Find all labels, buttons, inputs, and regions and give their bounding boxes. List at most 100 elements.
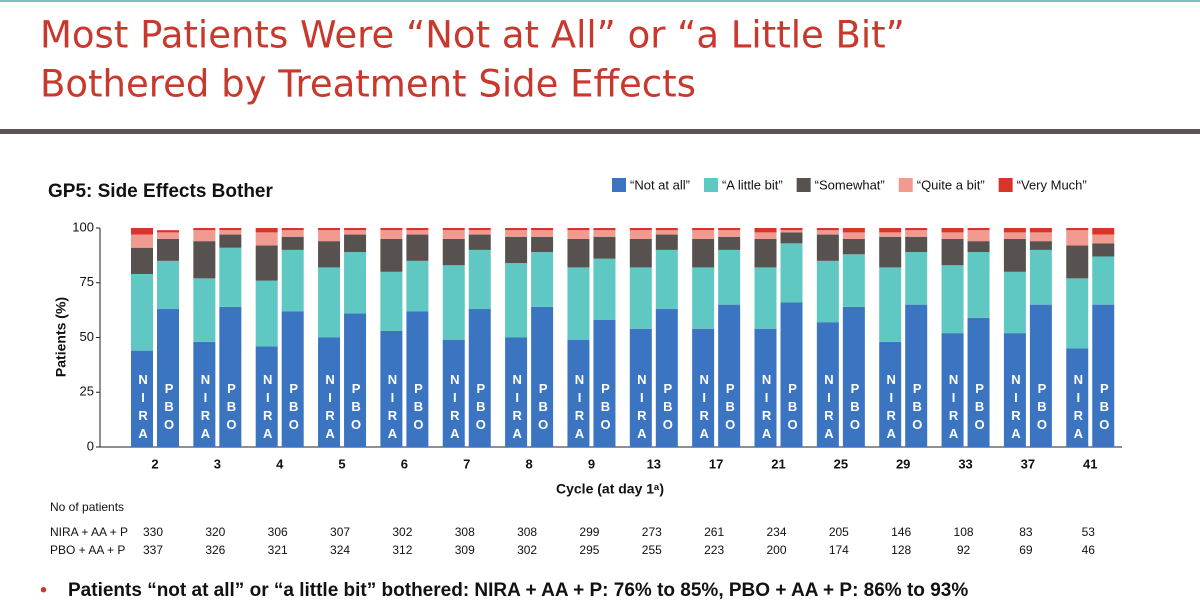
table-cell: 337: [143, 543, 163, 557]
bar-segment: [131, 273, 153, 351]
bar-group-label: PBO: [598, 381, 613, 435]
bar-segment: [1066, 228, 1089, 231]
x-axis-label: Cycle (at day 1ᵃ): [556, 481, 664, 497]
bar-segment: [531, 252, 554, 307]
bar-segment: [281, 249, 304, 312]
x-tick-label: 17: [709, 456, 723, 471]
bar-segment: [255, 245, 278, 281]
bar-segment: [1029, 228, 1052, 233]
bar-segment: [442, 238, 465, 266]
bar-segment: [780, 243, 803, 303]
bar-segment: [344, 313, 367, 447]
bar-segment: [941, 265, 964, 334]
bar-segment: [655, 228, 678, 231]
bar-segment: [281, 228, 304, 231]
table-row-label: PBO + AA + P: [50, 543, 125, 557]
bar-group-label: NIRA: [136, 372, 151, 444]
bar-segment: [505, 236, 528, 264]
bar-segment: [380, 238, 403, 272]
bar-segment: [1066, 348, 1089, 447]
bar-segment: [1066, 278, 1089, 349]
bar-segment: [567, 238, 590, 268]
bar-group-label: PBO: [411, 381, 426, 435]
table-cell: 302: [517, 543, 537, 557]
bar-segment: [505, 263, 528, 338]
bar-segment: [318, 337, 341, 447]
bar-group-label: NIRA: [260, 372, 275, 444]
table-cell: 295: [579, 543, 599, 557]
bar-segment: [842, 232, 865, 239]
bar-segment: [1003, 238, 1026, 272]
bar-segment: [380, 330, 403, 447]
bar-segment: [780, 230, 803, 233]
bar-segment: [1029, 304, 1052, 447]
x-tick-label: 29: [896, 456, 910, 471]
bar-segment: [1066, 230, 1089, 246]
bar-segment: [131, 350, 153, 447]
bar-segment: [193, 230, 216, 242]
bar-segment: [255, 346, 278, 447]
bar-group-label: NIRA: [946, 372, 961, 444]
bar-segment: [406, 228, 429, 231]
bar-segment: [406, 311, 429, 447]
bar-segment: [718, 236, 741, 250]
x-tick-label: 41: [1083, 456, 1097, 471]
table-cell: 326: [205, 543, 225, 557]
bar-segment: [754, 228, 777, 233]
bar-segment: [692, 230, 715, 239]
bar-group-label: PBO: [785, 381, 800, 435]
bar-segment: [905, 252, 928, 305]
bar-segment: [967, 241, 990, 253]
bar-segment: [468, 249, 491, 310]
bar-segment: [754, 238, 777, 268]
bar-segment: [157, 232, 179, 239]
bar-segment: [1003, 228, 1026, 233]
bar-group-label: NIRA: [447, 372, 462, 444]
bar-segment: [442, 265, 465, 340]
bar-group-label: NIRA: [1008, 372, 1023, 444]
table-cell: 321: [268, 543, 288, 557]
table-cell: 53: [1082, 525, 1096, 539]
bar-segment: [1092, 243, 1115, 257]
bar-segment: [380, 271, 403, 331]
bar-segment: [718, 230, 741, 237]
bar-segment: [905, 304, 928, 447]
bar-segment: [842, 306, 865, 447]
table-cell: 309: [455, 543, 475, 557]
bar-segment: [1029, 249, 1052, 305]
bar-segment: [816, 322, 839, 447]
bar-segment: [567, 339, 590, 447]
bar-group-label: PBO: [286, 381, 301, 435]
table-cell: 302: [392, 525, 412, 539]
bar-segment: [655, 309, 678, 447]
bar-segment: [879, 341, 902, 447]
top-rule: [0, 0, 1200, 2]
bar-segment: [442, 230, 465, 239]
bar-segment: [629, 228, 652, 231]
bar-segment: [967, 252, 990, 318]
table-cell: 92: [957, 543, 971, 557]
bar-segment: [281, 236, 304, 250]
table-row-label: NIRA + AA + P: [50, 525, 128, 539]
bar-segment: [754, 267, 777, 329]
bar-segment: [967, 317, 990, 447]
x-tick-label: 3: [214, 456, 221, 471]
bar-segment: [816, 230, 839, 235]
bar-segment: [1029, 232, 1052, 242]
bar-group-label: PBO: [1097, 381, 1112, 435]
bar-segment: [219, 234, 242, 248]
bar-segment: [1092, 228, 1115, 235]
bar-segment: [655, 234, 678, 250]
bar-segment: [1003, 271, 1026, 334]
bar-segment: [344, 234, 367, 253]
x-tick-label: 6: [401, 456, 408, 471]
bar-segment: [842, 254, 865, 307]
bullet-text: Patients “not at all” or “a little bit” …: [68, 580, 968, 601]
bar-segment: [318, 228, 341, 231]
y-tick-label: 75: [80, 274, 94, 289]
bar-group-label: PBO: [162, 381, 177, 435]
bar-segment: [1029, 241, 1052, 250]
x-tick-label: 5: [338, 456, 345, 471]
legend-label: “A little bit”: [722, 177, 783, 192]
legend-label: “Somewhat”: [815, 177, 885, 192]
